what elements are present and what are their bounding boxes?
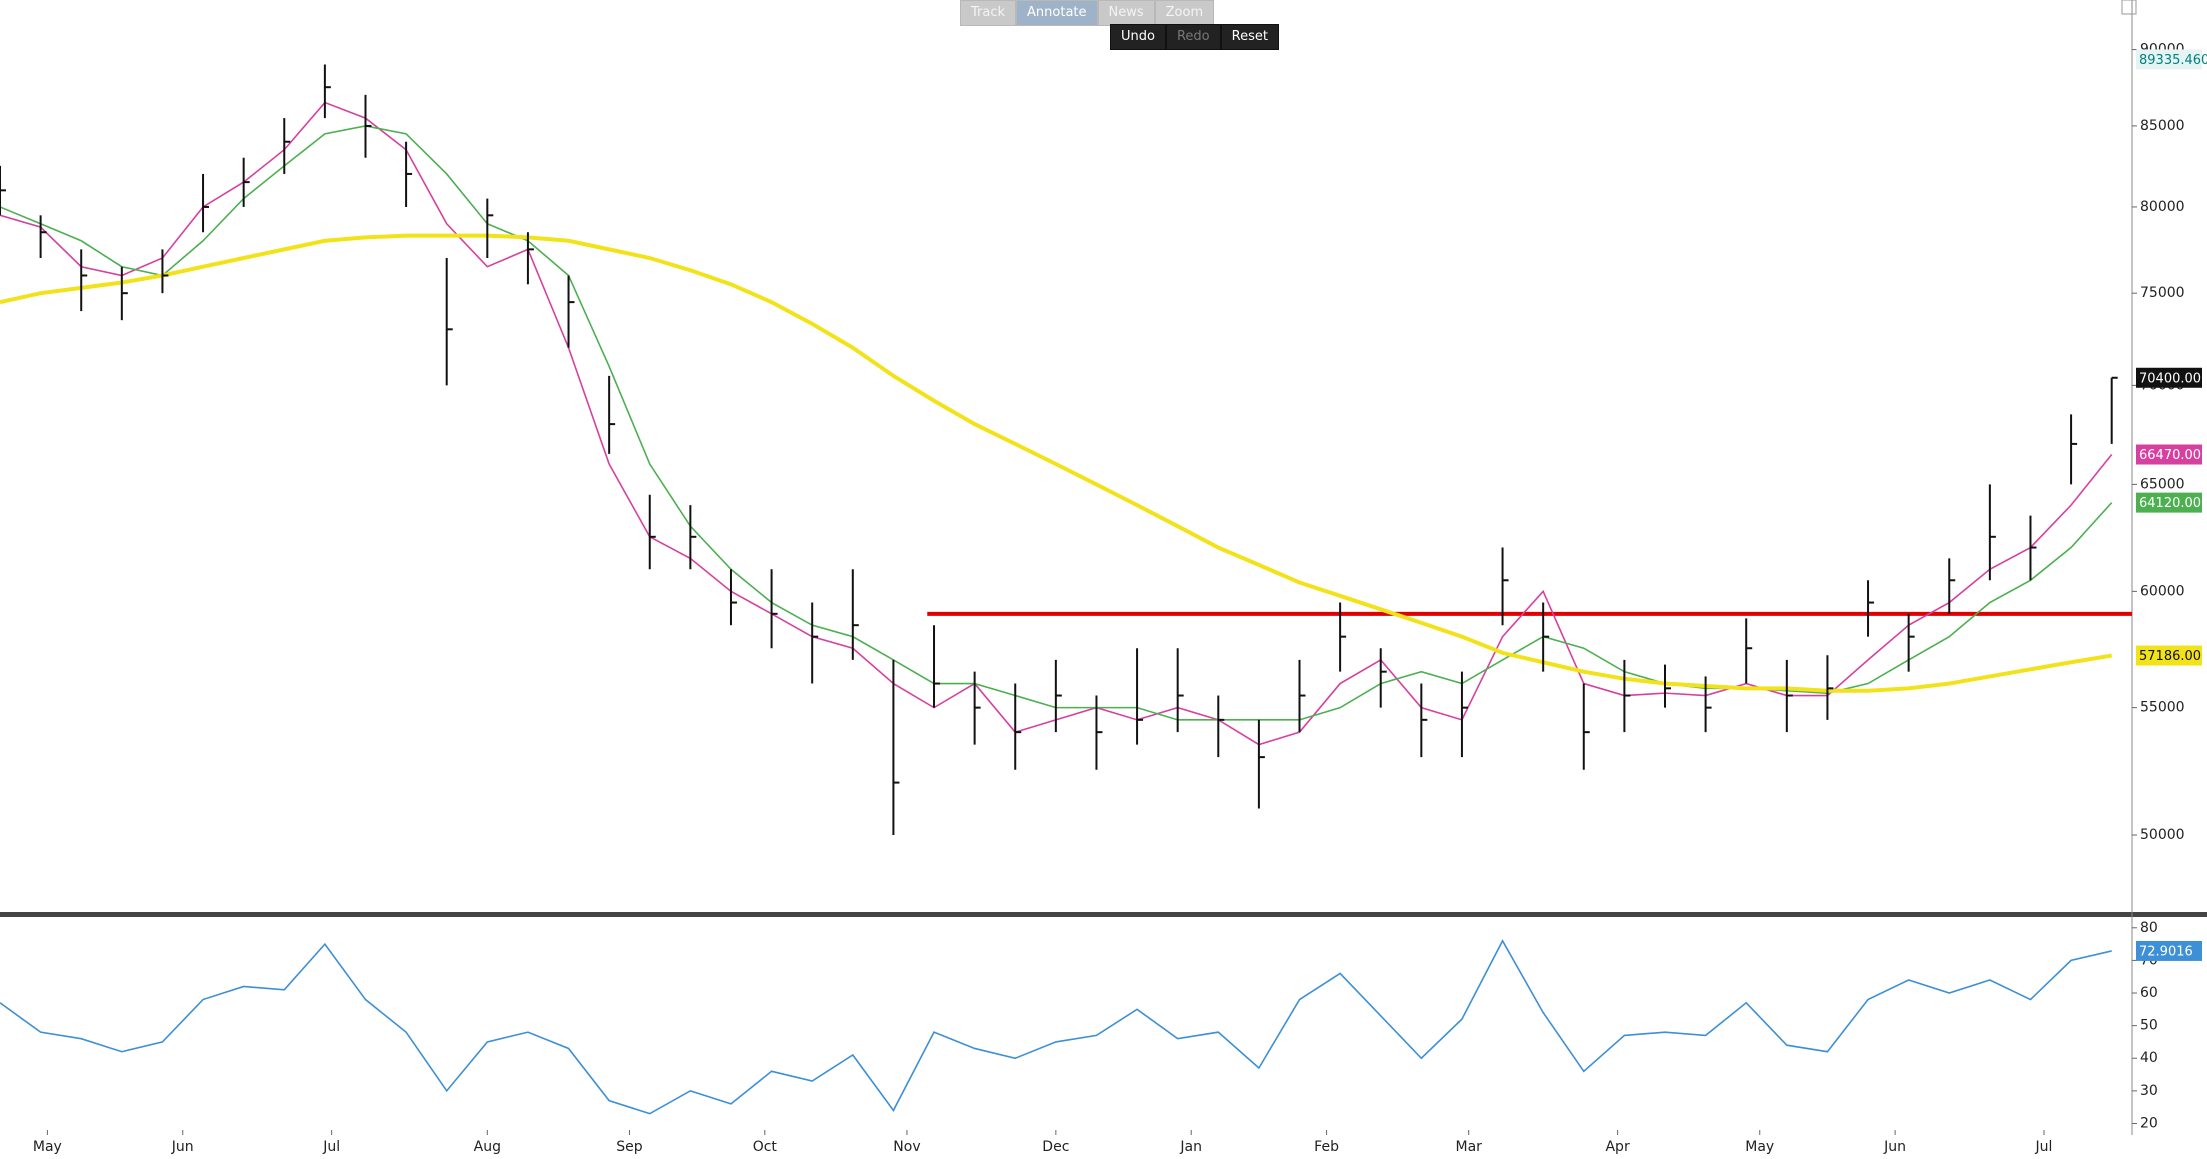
toolbar-button[interactable]: Zoom (1155, 1, 1214, 25)
x-tick-label: May (1745, 1139, 1774, 1155)
toolbar-history: Undo Redo Reset (1110, 24, 1279, 50)
series-line (0, 101, 2113, 746)
toolbar-top: Track Annotate News Zoom (960, 0, 1215, 26)
value-tag-label: 89335.4609 (2139, 53, 2207, 68)
toolbar-button[interactable]: Annotate (1017, 1, 1097, 25)
value-tag (2136, 645, 2202, 666)
y-tick-label: 20 (2140, 1115, 2158, 1131)
x-tick-label: Jul (2035, 1139, 2053, 1155)
series-line (0, 939, 2112, 1115)
x-tick-label: Mar (1456, 1139, 1483, 1155)
x-tick-label: Jun (171, 1139, 194, 1155)
x-tick-label: Jun (1883, 1139, 1906, 1155)
value-tag-label: 64120.00 (2139, 496, 2201, 511)
x-tick-label: Dec (1042, 1139, 1069, 1155)
y-tick-label: 80000 (2140, 199, 2185, 215)
value-tag-label: 66470.00 (2139, 448, 2201, 463)
value-tag-label: 57186.00 (2139, 649, 2201, 664)
value-tag (2136, 49, 2202, 70)
value-tag (2136, 367, 2202, 388)
y-tick-label: 85000 (2140, 118, 2185, 134)
y-tick-label: 50 (2140, 1018, 2158, 1034)
y-tick-label: 75000 (2140, 285, 2185, 301)
toolbar-button[interactable]: News (1098, 1, 1154, 25)
toolbar-button[interactable]: Track (961, 1, 1016, 25)
settings-icon[interactable] (2121, 0, 2137, 15)
value-tag (2136, 444, 2202, 465)
y-tick-label: 60000 (2140, 583, 2185, 599)
x-tick-label: Jan (1179, 1139, 1202, 1155)
value-tag (2136, 940, 2202, 961)
series-line (0, 233, 2113, 693)
value-tag (2136, 492, 2202, 513)
value-tag-label: 72.9016 (2139, 944, 2193, 959)
y-tick-label: 60 (2140, 985, 2158, 1001)
y-tick-label: 80 (2140, 920, 2158, 936)
y-tick-label: 50000 (2140, 827, 2185, 843)
y-tick-label: 40 (2140, 1050, 2158, 1066)
x-tick-label: Apr (1605, 1139, 1629, 1155)
toolbar-button[interactable]: Undo (1111, 25, 1165, 49)
panel-divider (0, 912, 2207, 917)
toolbar-button[interactable]: Reset (1221, 25, 1278, 49)
x-tick-label: Feb (1314, 1139, 1339, 1155)
series-line (0, 125, 2113, 721)
toolbar-button[interactable]: Redo (1166, 25, 1220, 49)
x-tick-label: Jul (322, 1139, 340, 1155)
x-tick-label: Aug (474, 1139, 501, 1155)
y-tick-label: 65000 (2140, 476, 2185, 492)
x-tick-label: Sep (616, 1139, 643, 1155)
y-tick-label: 55000 (2140, 700, 2185, 716)
x-tick-label: Nov (893, 1139, 920, 1155)
y-tick-label: 30 (2140, 1083, 2158, 1099)
value-tag-label: 70400.00 (2139, 371, 2201, 386)
x-tick-label: Oct (753, 1139, 778, 1155)
x-tick-label: May (33, 1139, 62, 1155)
